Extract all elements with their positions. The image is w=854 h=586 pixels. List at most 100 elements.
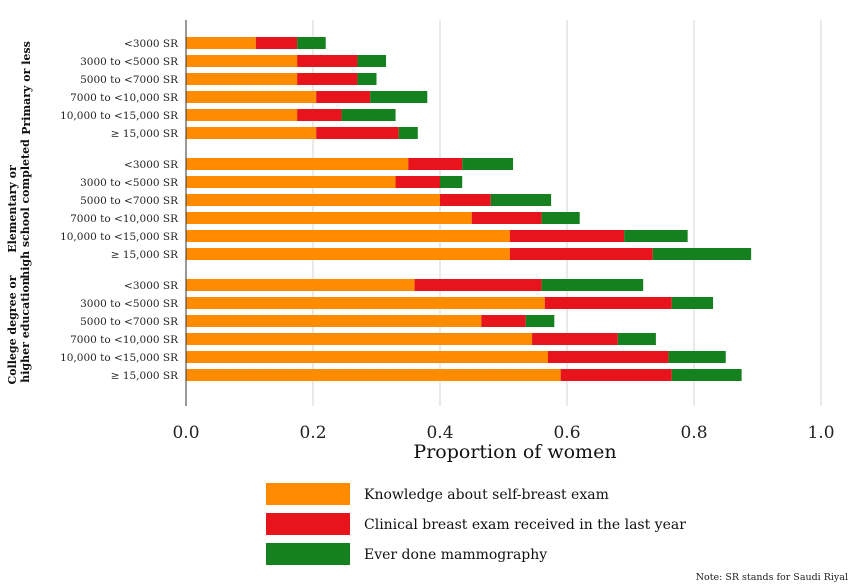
bar-segment [186,212,472,224]
bar-segment [624,230,688,242]
x-tick-labels: 0.0 0.2 0.4 0.6 0.8 1.0 [172,423,834,443]
group-label: Elementary orhigh school completed [6,139,32,279]
x-tick-label: 0.0 [172,423,199,443]
category-label: ≥ 15,000 SR [111,249,179,261]
bar-segment [186,176,396,188]
bar-segment [541,212,580,224]
legend-label: Knowledge about self-breast exam [364,487,609,503]
x-tick-label: 0.2 [299,423,326,443]
category-label: 10,000 to <15,000 SR [60,110,179,122]
category-label: 7000 to <10,000 SR [70,92,179,104]
note-text: Note: SR stands for Saudi Riyal [696,572,848,583]
bar-segment [186,297,545,309]
group-label: College degree orhigher education [6,275,32,384]
category-label: 10,000 to <15,000 SR [60,231,179,243]
bar-segment [297,37,326,49]
bar-segment [668,351,726,363]
legend-swatch [266,483,350,505]
bar-segment [462,158,514,170]
category-labels: <3000 SR 3000 to <5000 SR 5000 to <7000 SR… [60,38,179,382]
bar-segment [297,109,342,121]
bar-segment [186,73,298,85]
bars [186,37,752,381]
bar-segment [547,351,669,363]
category-label: 5000 to <7000 SR [80,74,179,86]
bar-segment [186,279,415,291]
group-labels: Primary or less Elementary orhigh school … [6,41,33,384]
legend-swatch [266,513,350,535]
bar-segment [440,194,491,206]
bar-segment [414,279,542,291]
bar-segment [186,109,298,121]
bar-segment [481,315,526,327]
bar-segment [297,73,358,85]
group-label-line: Primary or less [20,41,33,135]
bar-segment [560,369,672,381]
bar-segment [186,127,317,139]
legend: Knowledge about self-breast exam Clinical… [266,483,686,565]
bar-segment [440,176,463,188]
category-label: 7000 to <10,000 SR [70,334,179,346]
category-label: 3000 to <5000 SR [80,177,179,189]
bar-segment [471,212,542,224]
group-label-line: high school completed [19,139,32,279]
bar-segment [357,55,387,67]
group-label-line: higher education [19,277,32,383]
x-tick-label: 1.0 [807,423,834,443]
bar-segment [297,55,358,67]
legend-label: Ever done mammography [364,547,547,563]
bar-segment [541,279,644,291]
bar-segment [398,127,418,139]
category-label: 7000 to <10,000 SR [70,213,179,225]
bar-segment [509,248,653,260]
category-label: 3000 to <5000 SR [80,298,179,310]
category-label: 5000 to <7000 SR [80,195,179,207]
bar-segment [186,369,561,381]
bar-segment [186,315,482,327]
bar-segment [525,315,555,327]
bar-segment [357,73,377,85]
group-label-line: Elementary or [6,165,19,253]
bar-segment [186,37,256,49]
bar-segment [408,158,463,170]
bar-segment [186,194,440,206]
bar-segment [186,230,510,242]
group-label: Primary or less [20,41,33,135]
category-label: 10,000 to <15,000 SR [60,352,179,364]
bar-segment [617,333,656,345]
x-axis-title: Proportion of women [413,441,616,463]
bar-segment [490,194,552,206]
bar-segment [186,91,317,103]
category-label: <3000 SR [124,159,179,171]
bar-segment [255,37,298,49]
bar-segment [671,369,742,381]
bar-segment [395,176,440,188]
category-label: ≥ 15,000 SR [111,128,179,140]
bar-segment [186,248,510,260]
bar-segment [186,158,409,170]
legend-label: Clinical breast exam received in the las… [364,517,686,533]
bar-segment [652,248,752,260]
category-label: ≥ 15,000 SR [111,370,179,382]
category-label: 5000 to <7000 SR [80,316,179,328]
group-label-line: College degree or [6,275,19,384]
bar-segment [509,230,625,242]
legend-swatch [266,543,350,565]
x-tick-label: 0.4 [426,423,453,443]
bar-segment [316,127,399,139]
bar-segment [544,297,672,309]
bar-segment [532,333,618,345]
bar-segment [186,333,533,345]
bar-segment [341,109,396,121]
category-label: 3000 to <5000 SR [80,56,179,68]
bar-segment [186,55,298,67]
x-tick-label: 0.8 [680,423,707,443]
bar-segment [186,351,548,363]
category-label: <3000 SR [124,280,179,292]
x-tick-label: 0.6 [553,423,580,443]
bar-segment [370,91,428,103]
bar-segment [671,297,714,309]
category-label: <3000 SR [124,38,179,50]
bar-segment [316,91,371,103]
